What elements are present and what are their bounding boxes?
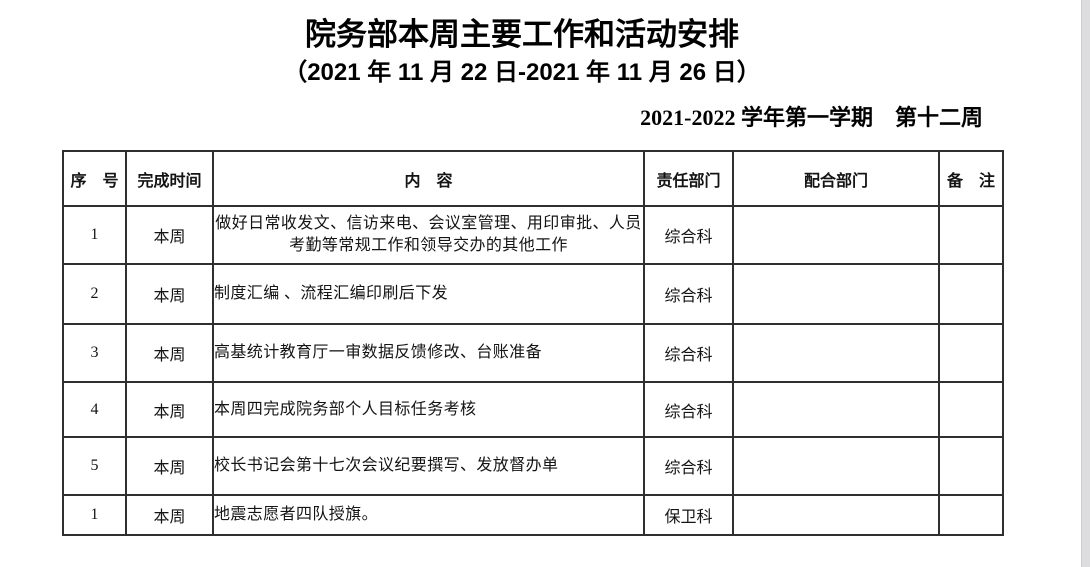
- cell-remarks: [938, 323, 1004, 383]
- table-row: 3 本周 高基统计教育厅一审数据反馈修改、台账准备 综合科: [62, 323, 1004, 383]
- cell-cooperating-dept: [732, 205, 940, 265]
- page-title: 院务部本周主要工作和活动安排: [305, 17, 739, 52]
- col-header-remarks: 备 注: [938, 150, 1004, 207]
- col-header-cooperating-dept: 配合部门: [732, 150, 940, 207]
- cell-cooperating-dept: [732, 263, 940, 325]
- cell-content: 做好日常收发文、信访来电、会议室管理、用印审批、人员考勤等常规工作和领导交办的其…: [212, 205, 645, 265]
- cell-cooperating-dept: [732, 381, 940, 438]
- cell-responsible-dept: 保卫科: [643, 494, 734, 536]
- cell-serial-number: 1: [62, 205, 127, 265]
- page-edge-strip: [1081, 0, 1090, 567]
- cell-completion-time: 本周: [125, 436, 214, 496]
- work-schedule-table: 序 号 完成时间 内 容 责任部门 配合部门 备 注 1 本周 做好日常收发文、…: [62, 150, 1004, 536]
- cell-content: 高基统计教育厅一审数据反馈修改、台账准备: [212, 323, 645, 383]
- table-header-row: 序 号 完成时间 内 容 责任部门 配合部门 备 注: [62, 150, 1004, 207]
- col-header-completion-time: 完成时间: [125, 150, 214, 207]
- cell-serial-number: 4: [62, 381, 127, 438]
- cell-cooperating-dept: [732, 436, 940, 496]
- cell-remarks: [938, 263, 1004, 325]
- col-header-responsible-dept: 责任部门: [643, 150, 734, 207]
- semester-week-line: 2021-2022 学年第一学期 第十二周: [640, 105, 983, 130]
- date-range-subtitle: （2021 年 11 月 22 日-2021 年 11 月 26 日）: [283, 59, 761, 86]
- cell-serial-number: 1: [62, 494, 127, 536]
- cell-completion-time: 本周: [125, 263, 214, 325]
- cell-content: 本周四完成院务部个人目标任务考核: [212, 381, 645, 438]
- table-row: 4 本周 本周四完成院务部个人目标任务考核 综合科: [62, 381, 1004, 438]
- cell-content: 制度汇编 、流程汇编印刷后下发: [212, 263, 645, 325]
- cell-responsible-dept: 综合科: [643, 436, 734, 496]
- cell-responsible-dept: 综合科: [643, 205, 734, 265]
- cell-serial-number: 3: [62, 323, 127, 383]
- cell-remarks: [938, 436, 1004, 496]
- heading-block: 院务部本周主要工作和活动安排 （2021 年 11 月 22 日-2021 年 …: [0, 16, 1044, 92]
- cell-serial-number: 5: [62, 436, 127, 496]
- col-header-serial-number: 序 号: [62, 150, 127, 207]
- table-row: 2 本周 制度汇编 、流程汇编印刷后下发 综合科: [62, 263, 1004, 325]
- cell-remarks: [938, 381, 1004, 438]
- cell-serial-number: 2: [62, 263, 127, 325]
- table-row: 1 本周 地震志愿者四队授旗。 保卫科: [62, 494, 1004, 536]
- cell-completion-time: 本周: [125, 323, 214, 383]
- cell-remarks: [938, 205, 1004, 265]
- cell-content: 校长书记会第十七次会议纪要撰写、发放督办单: [212, 436, 645, 496]
- table-row: 5 本周 校长书记会第十七次会议纪要撰写、发放督办单 综合科: [62, 436, 1004, 496]
- cell-responsible-dept: 综合科: [643, 263, 734, 325]
- table-row: 1 本周 做好日常收发文、信访来电、会议室管理、用印审批、人员考勤等常规工作和领…: [62, 205, 1004, 265]
- col-header-content: 内 容: [212, 150, 645, 207]
- cell-completion-time: 本周: [125, 381, 214, 438]
- cell-completion-time: 本周: [125, 205, 214, 265]
- cell-completion-time: 本周: [125, 494, 214, 536]
- cell-remarks: [938, 494, 1004, 536]
- cell-cooperating-dept: [732, 323, 940, 383]
- cell-responsible-dept: 综合科: [643, 381, 734, 438]
- cell-content: 地震志愿者四队授旗。: [212, 494, 645, 536]
- cell-cooperating-dept: [732, 494, 940, 536]
- cell-responsible-dept: 综合科: [643, 323, 734, 383]
